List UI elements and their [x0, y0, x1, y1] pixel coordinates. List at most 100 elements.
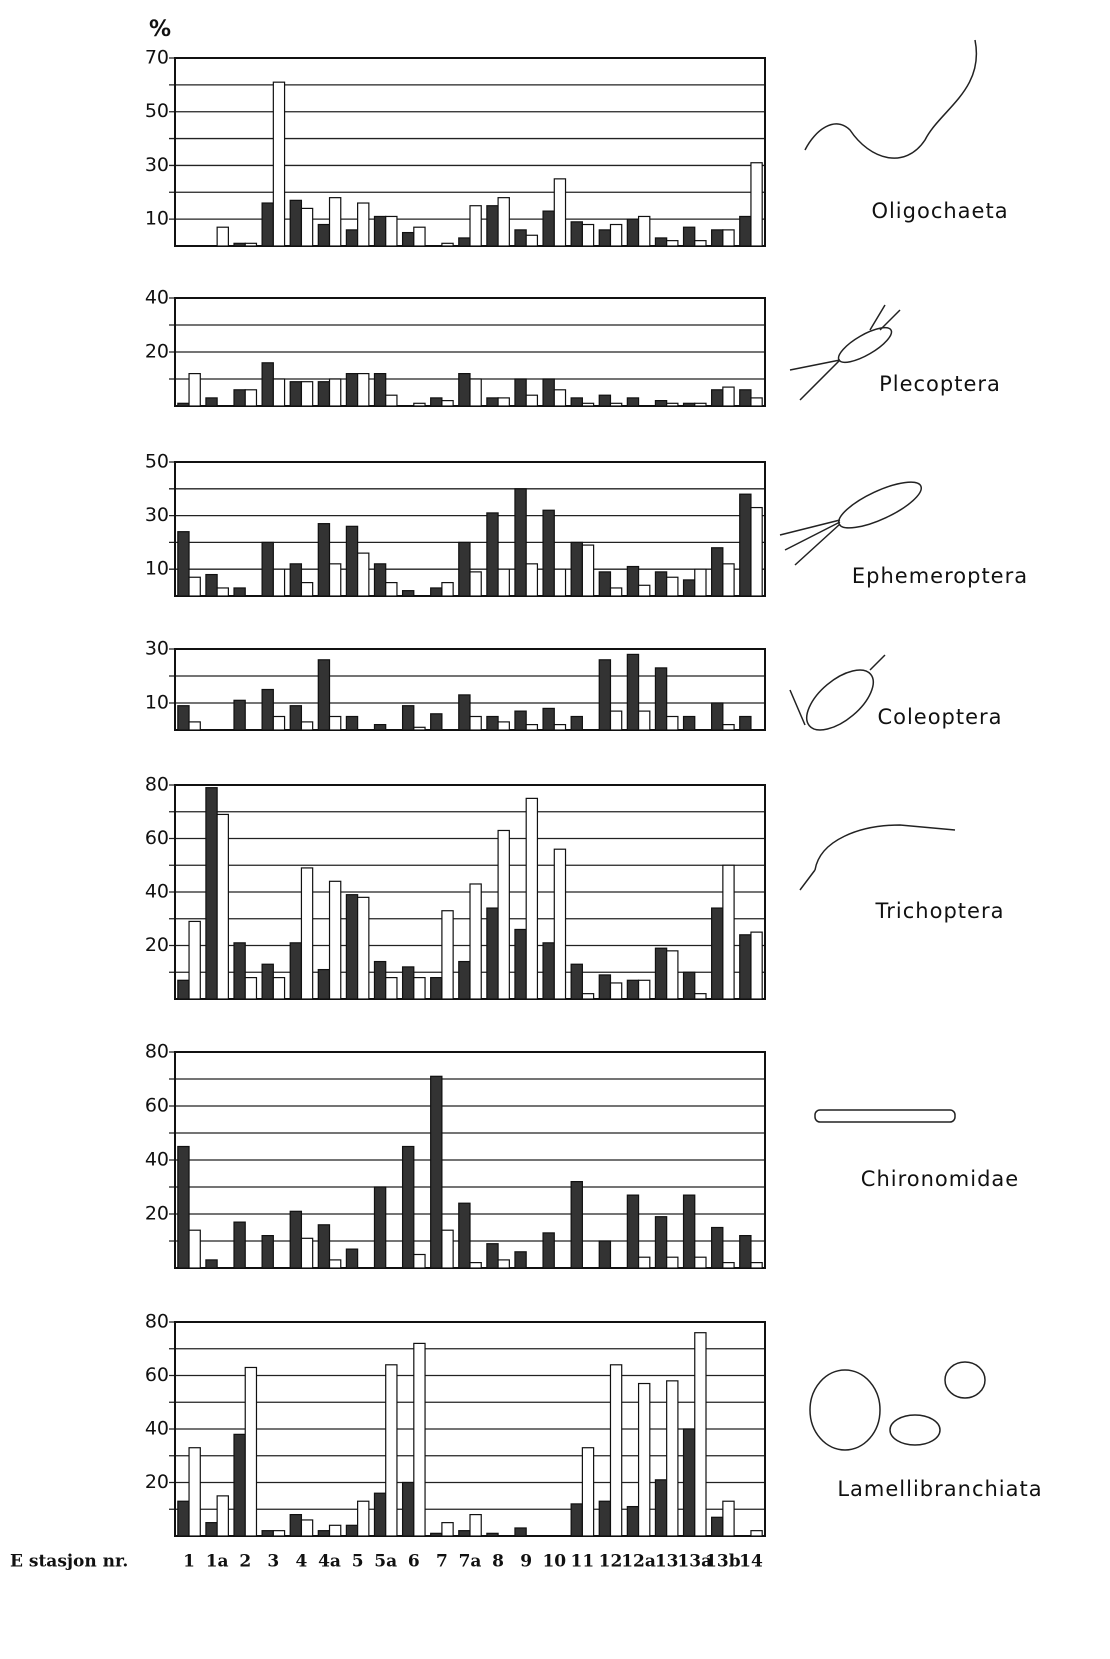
bar [401, 231, 415, 247]
bar [272, 568, 286, 597]
bar [233, 389, 246, 407]
bar [570, 541, 583, 597]
bar [430, 587, 443, 597]
bar [694, 993, 707, 1000]
bar [514, 378, 527, 407]
bar [261, 688, 274, 731]
beetle-drawing [789, 654, 886, 731]
x-tick-label: 11 [571, 1552, 595, 1572]
bar [188, 721, 201, 731]
bar [525, 234, 539, 247]
y-tick-label: 80 [145, 1311, 169, 1333]
bar [497, 1259, 510, 1269]
bar [514, 229, 527, 247]
bar [261, 963, 274, 1000]
bar [458, 373, 471, 407]
bar [654, 1216, 668, 1269]
bar [637, 584, 651, 597]
bar [373, 723, 387, 731]
y-tick-label: 40 [145, 287, 169, 309]
x-tick-label: 3 [267, 1552, 279, 1572]
bar [711, 229, 724, 247]
y-tick-label: 10 [145, 208, 169, 230]
x-tick-label: 10 [542, 1552, 566, 1572]
bar [441, 581, 454, 597]
bar [188, 920, 201, 1000]
bar [413, 1342, 426, 1537]
midge-drawing [814, 1109, 956, 1123]
bar [497, 829, 510, 1000]
bar [430, 976, 443, 1000]
panel-title: Ephemeroptera [852, 564, 1028, 588]
bar [682, 579, 696, 597]
y-tick-label: 20 [145, 341, 169, 363]
bar [722, 563, 735, 597]
y-tick-label: 50 [145, 451, 169, 473]
bar [750, 506, 763, 597]
bar [598, 571, 612, 597]
x-tick-label: 5a [374, 1552, 397, 1572]
bar [357, 1500, 370, 1537]
bar [177, 531, 190, 597]
bar [328, 378, 342, 407]
bar [711, 1516, 724, 1537]
bar [458, 541, 471, 597]
bar [722, 229, 735, 247]
bar [750, 1261, 763, 1269]
bar [598, 1500, 612, 1537]
bar [682, 226, 696, 247]
y-tick-label: 20 [145, 1203, 169, 1225]
bar [514, 928, 527, 1000]
bar [626, 1505, 640, 1537]
bar [216, 226, 229, 247]
y-tick-label: 60 [145, 1095, 169, 1117]
bar [177, 1500, 190, 1537]
panel-title: Coleoptera [877, 705, 1002, 729]
bar [637, 1256, 651, 1269]
bar [317, 1530, 331, 1537]
bar [750, 397, 763, 407]
bar [357, 373, 370, 407]
bar [570, 1180, 583, 1269]
bar [413, 402, 426, 407]
y-tick-label: 80 [145, 1041, 169, 1063]
bar [244, 242, 258, 247]
y-tick-label: 30 [145, 504, 169, 526]
bar [345, 894, 359, 1000]
bar [328, 563, 342, 597]
x-tick-label: 1 [183, 1552, 195, 1572]
bar [711, 389, 724, 407]
bar [244, 389, 258, 407]
x-axis-label: E stasjon nr. [10, 1552, 128, 1572]
bar [261, 202, 274, 247]
bar [497, 397, 510, 407]
bar [497, 721, 510, 731]
panel-title: Trichoptera [875, 899, 1005, 923]
bar [188, 1229, 201, 1269]
bar [345, 229, 359, 247]
bar [469, 1513, 482, 1537]
bar [373, 215, 387, 247]
y-tick-label: 70 [145, 47, 169, 69]
panel-title: Lamellibranchiata [837, 1477, 1042, 1501]
bar [722, 864, 735, 1000]
bar [317, 381, 331, 407]
bar [694, 402, 707, 407]
bar [261, 1530, 274, 1537]
bar [385, 394, 398, 407]
bar [609, 710, 623, 731]
bar [581, 1447, 595, 1537]
bar [373, 563, 387, 597]
bar [542, 1232, 555, 1269]
bar [514, 488, 527, 597]
bar [345, 373, 359, 407]
bar [654, 667, 668, 731]
bar [244, 976, 258, 1000]
bar [711, 702, 724, 731]
x-tick-label: 13 [655, 1552, 679, 1572]
x-tick-label: 5 [352, 1552, 364, 1572]
bar [300, 867, 314, 1000]
bar [598, 659, 612, 731]
stonefly-drawing [789, 304, 901, 401]
